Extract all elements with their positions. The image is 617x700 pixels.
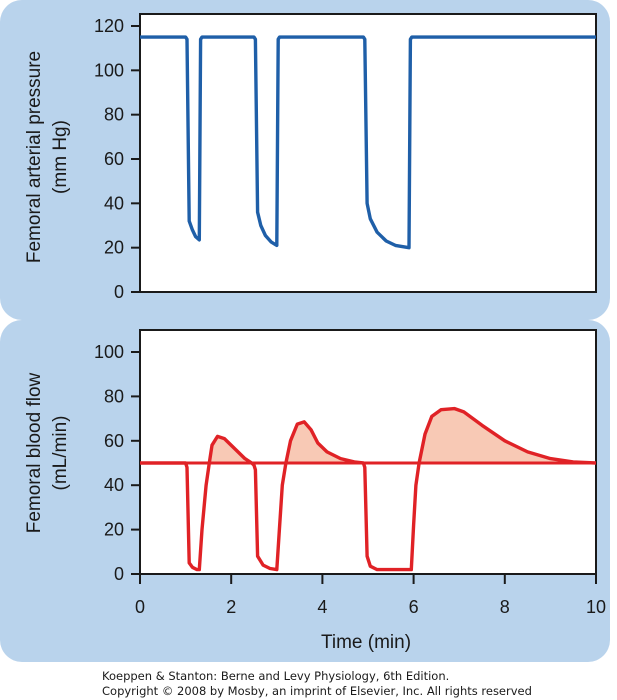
pressure-y-tick-label: 100 — [94, 60, 124, 80]
pressure-y-tick-label: 80 — [104, 105, 124, 125]
flow-x-tick-label: 2 — [226, 597, 236, 617]
pressure-y-label-line1: Femoral arterial pressure — [24, 51, 45, 263]
flow-x-tick-label: 10 — [586, 597, 606, 617]
pressure-chart: 0 20 40 60 80 100 120 Femoral arterial pressur… — [24, 13, 597, 302]
flow-y-tick-label: 20 — [104, 520, 124, 540]
flow-y-ticks: 0 20 40 60 80 100 — [94, 342, 140, 584]
flow-x-tick-label: 0 — [135, 597, 145, 617]
flow-x-tick-label: 8 — [500, 597, 510, 617]
pressure-y-tick-label: 40 — [104, 193, 124, 213]
flow-y-label-line1: Femoral blood flow — [24, 372, 45, 533]
flow-y-tick-label: 60 — [104, 431, 124, 451]
flow-y-tick-label: 80 — [104, 386, 124, 406]
pressure-y-tick-label: 0 — [114, 282, 124, 302]
credit-line1: Koeppen & Stanton: Berne and Levy Physio… — [102, 669, 449, 683]
flow-y-tick-label: 40 — [104, 475, 124, 495]
x-axis-label: Time (min) — [321, 632, 411, 653]
flow-hyperemia-fill — [140, 408, 596, 463]
flow-x-tick-label: 6 — [409, 597, 419, 617]
pressure-y-tick-label: 120 — [94, 16, 124, 36]
flow-x-ticks: 0 2 4 6 8 10 — [135, 574, 606, 617]
flow-series-line — [140, 406, 597, 572]
flow-x-tick-label: 4 — [317, 597, 327, 617]
pressure-y-tick-label: 60 — [104, 149, 124, 169]
flow-y-label-line2: (mL/min) — [50, 416, 71, 491]
pressure-y-label-line2: (mm Hg) — [50, 120, 71, 194]
credit-line2: Copyright © 2008 by Mosby, an imprint of… — [102, 684, 532, 698]
pressure-y-tick-label: 20 — [104, 238, 124, 258]
pressure-y-ticks: 0 20 40 60 80 100 120 — [94, 16, 140, 302]
pressure-series-line — [140, 35, 596, 250]
flow-y-tick-label: 100 — [94, 342, 124, 362]
flow-y-tick-label: 0 — [114, 564, 124, 584]
